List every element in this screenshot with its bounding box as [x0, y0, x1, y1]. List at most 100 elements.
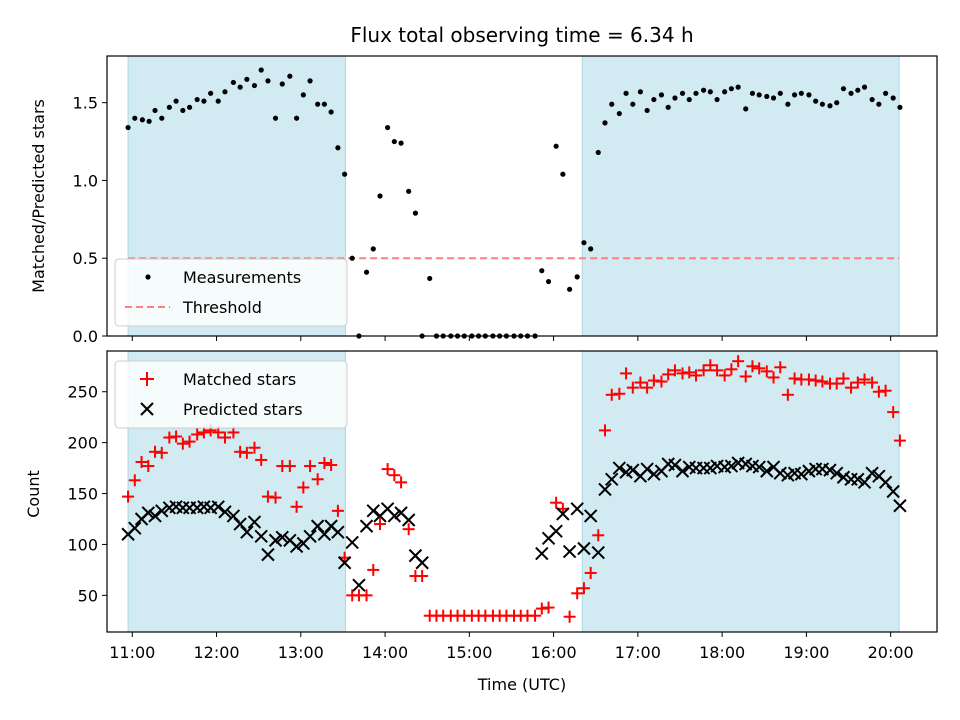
measurement-point [186, 104, 193, 110]
bottom-y-axis-title: Count [24, 470, 43, 518]
measurement-point [861, 84, 868, 90]
predicted-star-point [836, 470, 851, 484]
matched-star-point [767, 371, 780, 384]
matched-star-point [802, 373, 815, 386]
measurement-point [139, 117, 145, 123]
y-tick-label: 250 [67, 383, 98, 402]
matched-star-point [851, 376, 864, 389]
predicted-star-point [865, 466, 879, 480]
bottom-panel: 50 100 150 200 250 11:00 12:00 13:00 14:00 15:00… [24, 350, 938, 694]
top-y-ticks: 0.0 0.5 1.0 1.5 [73, 94, 107, 346]
matched-star-point [331, 504, 344, 517]
measurement-point [693, 90, 699, 96]
predicted-star-point [760, 464, 774, 478]
measurement-point [166, 104, 172, 110]
measurement-point [391, 138, 397, 145]
measurement-point [882, 90, 889, 96]
matched-star-point [746, 360, 759, 373]
predicted-star-point [247, 515, 262, 529]
measurement-point [287, 73, 293, 79]
measurement-point [370, 246, 376, 252]
shaded-interval-top [581, 55, 900, 337]
measurement-point [194, 96, 200, 103]
predicted-star-point [675, 464, 690, 478]
predicted-star-point [303, 529, 317, 544]
predicted-star-point [556, 507, 570, 521]
matched-star-point [571, 587, 584, 600]
measurement-point [876, 101, 882, 107]
predicted-star-point [366, 504, 380, 518]
matched-star-point [325, 459, 338, 472]
matched-star-point [739, 370, 752, 383]
matched-star-point [683, 366, 696, 379]
matched-star-point [269, 491, 282, 504]
matched-star-point [711, 364, 724, 377]
measurement-point [855, 87, 861, 93]
measurement-point [749, 90, 756, 96]
measurement-point [406, 188, 412, 194]
x-tick-label: 19:00 [783, 643, 829, 662]
predicted-star-point [878, 475, 893, 490]
legend-label-threshold: Threshold [182, 298, 262, 317]
x-tick-label: 20:00 [868, 643, 914, 662]
predicted-star-point [893, 499, 907, 513]
bottom-y-ticks: 50 100 150 200 250 [67, 383, 107, 605]
measurement-point [553, 143, 559, 149]
x-tick-label: 11:00 [109, 643, 155, 662]
matched-star-point [255, 453, 268, 466]
x-tick-label: 12:00 [193, 643, 239, 662]
measurement-point [735, 84, 741, 90]
measurement-point [307, 78, 313, 84]
y-tick-label: 1.5 [73, 94, 98, 113]
measurement-point [651, 96, 657, 103]
chart-title: Flux total observing time = 6.34 h [350, 23, 693, 47]
predicted-star-point [577, 541, 591, 556]
legend-label-matched: Matched stars [183, 370, 296, 389]
measurement-point [834, 100, 840, 106]
matched-star-point [662, 368, 675, 381]
matched-star-point [290, 500, 303, 513]
y-tick-label: 0.0 [73, 327, 98, 346]
matched-star-point [128, 474, 141, 487]
matched-star-point [753, 362, 766, 375]
measurement-point [146, 118, 152, 124]
predicted-star-point [570, 502, 584, 516]
bottom-x-ticks: 11:00 12:00 13:00 14:00 15:00 16:00 17:00 18:00… [109, 632, 914, 662]
matched-star-point [592, 529, 605, 542]
measurement-point [623, 90, 629, 96]
legend-label-predicted: Predicted stars [183, 400, 303, 419]
matched-star-point [191, 428, 204, 441]
measurement-point [686, 96, 692, 103]
matched-star-point [830, 377, 843, 390]
matched-star-point [318, 456, 331, 469]
measurement-point [398, 140, 404, 146]
predicted-star-point [583, 509, 598, 523]
measurement-point [869, 96, 875, 103]
measurement-point [840, 86, 847, 92]
y-tick-label: 0.5 [73, 249, 98, 268]
measurement-point [328, 109, 334, 115]
matched-star-point [304, 460, 317, 473]
matched-star-point [605, 388, 618, 401]
predicted-star-point [823, 463, 837, 477]
predicted-star-point [605, 472, 619, 486]
x-axis-title: Time (UTC) [477, 675, 566, 694]
measurement-point [630, 101, 636, 107]
measurement-point [258, 67, 264, 73]
measurement-point [215, 98, 221, 104]
measurement-point [848, 90, 854, 96]
measurement-point [272, 115, 279, 121]
matched-star-point [183, 435, 196, 448]
measurement-point [798, 90, 804, 96]
measurement-point [672, 95, 678, 101]
matched-star-point [718, 369, 731, 382]
measurement-point [244, 76, 250, 82]
matched-star-point [676, 367, 689, 380]
matched-star-point [234, 445, 247, 458]
predicted-star-point [591, 545, 605, 560]
predicted-star-point [401, 513, 416, 527]
matched-star-point [577, 582, 590, 595]
matched-star-point [135, 455, 148, 468]
matched-star-point [261, 490, 274, 503]
